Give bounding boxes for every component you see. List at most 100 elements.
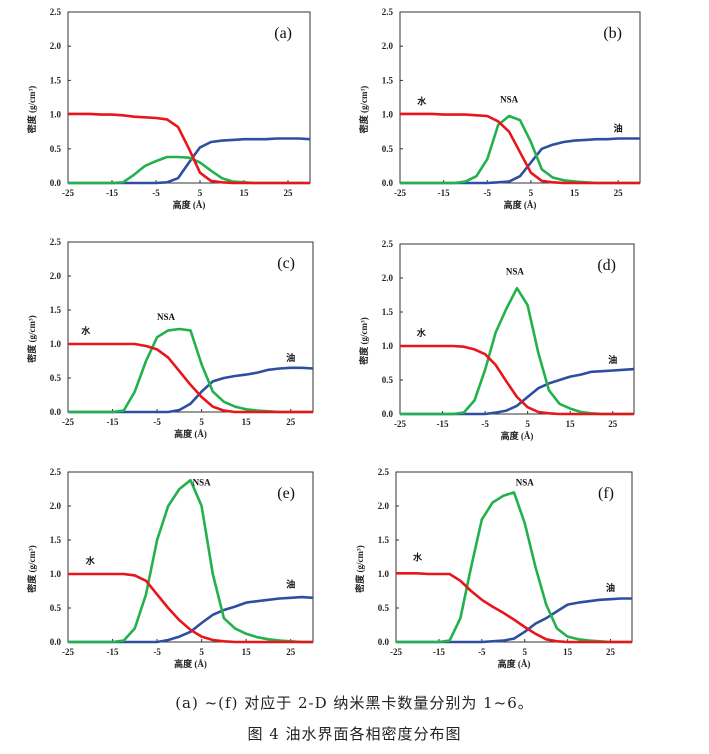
x-tick-label: -15 bbox=[438, 188, 450, 198]
x-tick-label: 25 bbox=[286, 647, 296, 657]
series-line-water bbox=[68, 112, 310, 185]
y-axis-title: 密度 (g/cm³) bbox=[354, 545, 365, 593]
panel-label: (b) bbox=[603, 25, 622, 42]
series-line-oil bbox=[400, 137, 640, 185]
x-tick-label: -15 bbox=[107, 417, 119, 427]
series-annotation: NSA bbox=[157, 312, 176, 322]
x-axis-title: 高度 (Å) bbox=[501, 430, 534, 441]
x-tick-label: -25 bbox=[394, 188, 406, 198]
series-annotation: NSA bbox=[500, 94, 519, 104]
y-tick-label: 1.0 bbox=[378, 569, 390, 579]
series-annotation: 水 bbox=[81, 325, 91, 336]
series-annotation: 水 bbox=[86, 555, 96, 566]
panel-label: (d) bbox=[597, 257, 616, 274]
series-annotation: 油 bbox=[606, 582, 615, 593]
x-tick-label: -5 bbox=[478, 647, 486, 657]
chart-panel-c: 0.0 0.5 1.0 1.5 2.0 2.5 -25 -15 -5 5 15 25 高度 (Å) 密度 … bbox=[26, 237, 314, 439]
y-tick-label: 1.0 bbox=[382, 110, 394, 120]
x-tick-label: -25 bbox=[62, 188, 74, 198]
x-tick-label: -5 bbox=[153, 647, 161, 657]
y-tick-label: 2.0 bbox=[382, 273, 394, 283]
x-tick-label: -15 bbox=[107, 647, 119, 657]
y-tick-label: 1.5 bbox=[50, 305, 62, 315]
y-axis-title: 密度 (g/cm³) bbox=[26, 545, 37, 593]
x-axis-title: 高度 (Å) bbox=[174, 658, 207, 669]
panel-label: (e) bbox=[277, 485, 295, 502]
y-tick-label: 0.5 bbox=[50, 144, 62, 154]
x-tick-label: 15 bbox=[240, 188, 250, 198]
series-line-nsa bbox=[68, 327, 313, 414]
x-tick-label: -25 bbox=[394, 419, 406, 429]
y-tick-label: 0.5 bbox=[382, 375, 394, 385]
y-tick-label: 2.0 bbox=[382, 41, 394, 51]
panel-label: (f) bbox=[598, 485, 614, 502]
x-tick-label: -25 bbox=[390, 647, 402, 657]
y-tick-label: 1.0 bbox=[50, 110, 62, 120]
plot-frame bbox=[67, 471, 314, 643]
chart-panel-e: 0.0 0.5 1.0 1.5 2.0 2.5 -25 -15 -5 5 15 25 高度 (Å) 密度 … bbox=[26, 467, 314, 669]
series-annotation: 油 bbox=[286, 579, 295, 590]
x-tick-label: 25 bbox=[286, 417, 296, 427]
y-tick-label: 2.5 bbox=[382, 7, 394, 17]
series-line-oil bbox=[400, 367, 635, 416]
x-tick-label: 5 bbox=[525, 419, 530, 429]
series-annotation: 水 bbox=[413, 551, 423, 562]
panel-label: (a) bbox=[274, 25, 292, 42]
series-line-nsa bbox=[68, 478, 313, 644]
x-tick-label: -25 bbox=[62, 417, 74, 427]
y-tick-label: 2.0 bbox=[50, 41, 62, 51]
y-tick-label: 0.0 bbox=[382, 409, 394, 419]
y-tick-label: 1.5 bbox=[50, 75, 62, 85]
x-tick-label: -5 bbox=[152, 188, 160, 198]
panel-label: (c) bbox=[277, 255, 295, 272]
y-tick-label: 2.5 bbox=[50, 7, 62, 17]
x-tick-label: 15 bbox=[570, 188, 580, 198]
y-tick-label: 1.0 bbox=[382, 341, 394, 351]
x-tick-label: 5 bbox=[522, 647, 527, 657]
y-tick-label: 2.5 bbox=[50, 467, 62, 477]
x-tick-label: 5 bbox=[199, 417, 204, 427]
plot-frame bbox=[395, 471, 633, 643]
series-annotation: NSA bbox=[193, 478, 212, 488]
chart-panel-a: 0.0 0.5 1.0 1.5 2.0 2.5 -25 -15 -5 5 15 25 高度 (Å) 密度 … bbox=[26, 7, 311, 210]
chart-panel-b: 0.0 0.5 1.0 1.5 2.0 2.5 -25 -15 -5 5 15 25 高度 (Å) 密度 … bbox=[358, 7, 641, 210]
y-tick-label: 1.5 bbox=[50, 535, 62, 545]
series-line-water bbox=[68, 342, 313, 414]
y-axis-title: 密度 (g/cm³) bbox=[26, 315, 37, 363]
y-tick-label: 2.0 bbox=[50, 501, 62, 511]
series-line-oil bbox=[68, 137, 311, 185]
x-tick-label: -5 bbox=[153, 417, 161, 427]
series-line-oil bbox=[68, 366, 314, 414]
y-tick-label: 0.5 bbox=[50, 373, 62, 383]
plot-frame bbox=[67, 11, 311, 184]
y-tick-label: 2.0 bbox=[50, 271, 62, 281]
x-tick-label: -25 bbox=[62, 647, 74, 657]
x-tick-label: -5 bbox=[481, 419, 489, 429]
y-tick-label: 1.5 bbox=[382, 75, 394, 85]
y-axis-title: 密度 (g/cm³) bbox=[358, 317, 369, 365]
figure: 0.0 0.5 1.0 1.5 2.0 2.5 -25 -15 -5 5 15 25 高度 (Å) 密度 … bbox=[26, 7, 641, 669]
plot-frame bbox=[399, 243, 635, 415]
y-tick-label: 2.5 bbox=[378, 467, 390, 477]
x-tick-label: 25 bbox=[614, 188, 624, 198]
y-tick-label: 0.0 bbox=[50, 407, 62, 417]
chart-panel-f: 0.0 0.5 1.0 1.5 2.0 2.5 -25 -15 -5 5 15 25 高度 (Å) 密度 … bbox=[354, 467, 633, 669]
series-line-water bbox=[68, 572, 313, 644]
x-tick-label: 25 bbox=[284, 188, 294, 198]
series-line-water bbox=[400, 112, 640, 185]
y-tick-label: 0.0 bbox=[378, 637, 390, 647]
x-axis-title: 高度 (Å) bbox=[504, 199, 537, 210]
series-annotation: 水 bbox=[417, 327, 427, 338]
series-annotation: NSA bbox=[516, 478, 535, 488]
x-tick-label: 25 bbox=[608, 419, 618, 429]
chart-panel-d: 0.0 0.5 1.0 1.5 2.0 2.5 -25 -15 -5 5 15 25 高度 (Å) 密度 … bbox=[358, 239, 635, 441]
series-annotation: 油 bbox=[286, 352, 295, 363]
figure-caption: 图 4 油水界面各相密度分布图 bbox=[247, 725, 462, 743]
x-tick-label: 5 bbox=[198, 188, 203, 198]
y-tick-label: 2.5 bbox=[50, 237, 62, 247]
x-tick-label: -15 bbox=[437, 419, 449, 429]
y-tick-label: 0.5 bbox=[50, 603, 62, 613]
series-line-oil bbox=[68, 595, 314, 644]
x-tick-label: 15 bbox=[242, 647, 252, 657]
y-tick-label: 0.0 bbox=[50, 178, 62, 188]
